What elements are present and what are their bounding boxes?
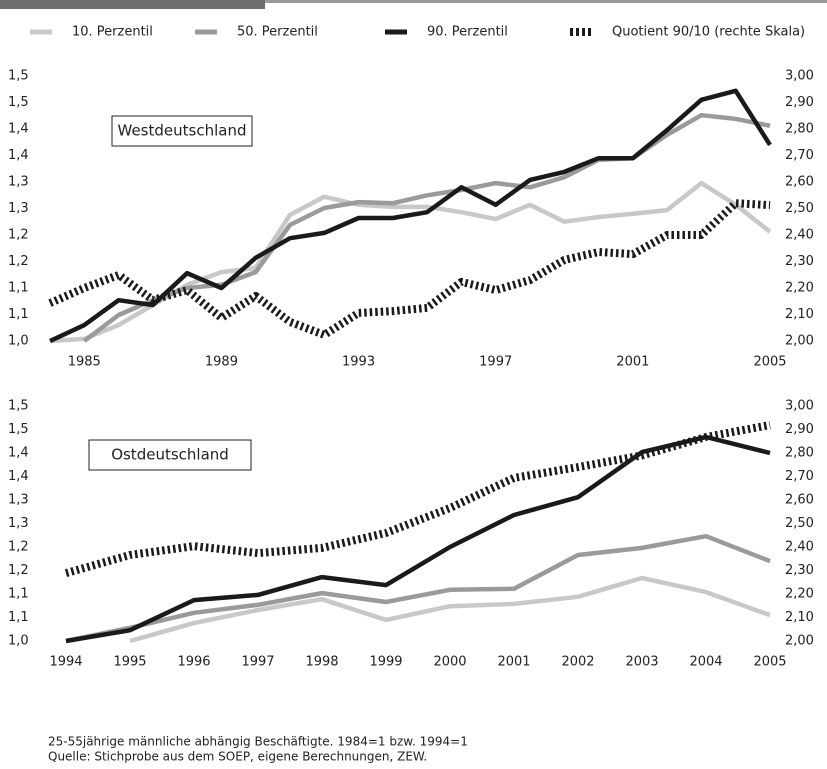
y2-tick-label: 2,40: [785, 540, 814, 555]
y2-tick-label: 2,40: [785, 228, 814, 243]
y-tick-label: 1,0: [8, 634, 29, 649]
annotation-box: [111, 115, 253, 147]
y2-tick-label: 2,10: [785, 307, 814, 322]
x-tick-label: 1997: [241, 655, 274, 670]
legend-label: Quotient 90/10 (rechte Skala): [612, 25, 805, 40]
y2-tick-label: 2,00: [785, 634, 814, 649]
x-tick-label: 1993: [342, 355, 375, 370]
y2-tick-label: 2,20: [785, 587, 814, 602]
x-tick-label: 1997: [479, 355, 512, 370]
x-tick-label: 2000: [433, 655, 466, 670]
y2-tick-label: 2,50: [785, 201, 814, 216]
x-tick-label: 2005: [753, 655, 786, 670]
annotation: Westdeutschland: [118, 122, 247, 140]
y2-tick-label: 3,00: [785, 399, 814, 414]
footnote: 25-55jährige männliche abhängig Beschäft…: [48, 735, 468, 749]
x-tick-label: 1985: [68, 355, 101, 370]
y2-tick-label: 2,50: [785, 516, 814, 531]
y-tick-label: 1,3: [8, 201, 29, 216]
x-tick-label: 2001: [616, 355, 649, 370]
y-tick-label: 1,3: [8, 175, 29, 190]
y-tick-label: 1,2: [8, 228, 29, 243]
y2-tick-label: 2,70: [785, 148, 814, 163]
line: [49, 180, 772, 344]
y-tick-label: 1,2: [8, 563, 29, 578]
y-tick-label: 1,5: [8, 399, 29, 414]
line: [64, 421, 771, 577]
x-tick-label: 2001: [497, 655, 530, 670]
y-tick-label: 1,5: [8, 422, 29, 437]
footnote: Quelle: Stichprobe aus dem SOEP, eigene …: [48, 750, 427, 764]
y2-tick-label: 2,80: [785, 446, 814, 461]
x-tick-label: 1999: [369, 655, 402, 670]
y2-tick-label: 2,00: [785, 334, 814, 349]
y-tick-label: 1,4: [8, 148, 29, 163]
y-tick-label: 1,4: [8, 122, 29, 137]
header-bar: [0, 0, 265, 9]
y-tick-label: 1,1: [8, 587, 29, 602]
y2-tick-label: 2,10: [785, 610, 814, 625]
x-tick-label: 1996: [177, 655, 210, 670]
y-tick-label: 1,5: [8, 95, 29, 110]
y2-tick-label: 2,60: [785, 175, 814, 190]
legend-label: 90. Perzentil: [427, 25, 508, 40]
y-tick-label: 1,4: [8, 446, 29, 461]
line: [49, 88, 772, 344]
y2-tick-label: 2,70: [785, 469, 814, 484]
y2-tick-label: 2,60: [785, 493, 814, 508]
y-tick-label: 1,2: [8, 254, 29, 269]
y2-tick-label: 2,30: [785, 254, 814, 269]
x-tick-label: 1995: [113, 655, 146, 670]
x-tick-label: 1989: [205, 355, 238, 370]
x-tick-label: 1994: [49, 655, 82, 670]
y-tick-label: 1,2: [8, 540, 29, 555]
y2-tick-label: 2,90: [785, 95, 814, 110]
y2-tick-label: 2,30: [785, 563, 814, 578]
y2-tick-label: 3,00: [785, 69, 814, 84]
y-tick-label: 1,5: [8, 69, 29, 84]
y-tick-label: 1,1: [8, 281, 29, 296]
line: [65, 533, 771, 644]
x-tick-label: 2005: [753, 355, 786, 370]
annotation-box: [88, 439, 252, 471]
line: [129, 575, 771, 644]
y-tick-label: 1,3: [8, 493, 29, 508]
legend-label: 10. Perzentil: [72, 25, 153, 40]
y-tick-label: 1,4: [8, 469, 29, 484]
y2-tick-label: 2,80: [785, 122, 814, 137]
y2-tick-label: 2,90: [785, 422, 814, 437]
x-tick-label: 2004: [689, 655, 722, 670]
line: [48, 199, 771, 339]
y-tick-label: 1,1: [8, 307, 29, 322]
header-line: [265, 0, 827, 3]
y2-tick-label: 2,20: [785, 281, 814, 296]
y-tick-label: 1,3: [8, 516, 29, 531]
y-tick-label: 1,0: [8, 334, 29, 349]
line: [82, 112, 771, 343]
y-tick-label: 1,1: [8, 610, 29, 625]
legend-label: 50. Perzentil: [237, 25, 318, 40]
x-tick-label: 2002: [561, 655, 594, 670]
annotation: Ostdeutschland: [111, 446, 229, 464]
x-tick-label: 2003: [625, 655, 658, 670]
x-tick-label: 1998: [305, 655, 338, 670]
